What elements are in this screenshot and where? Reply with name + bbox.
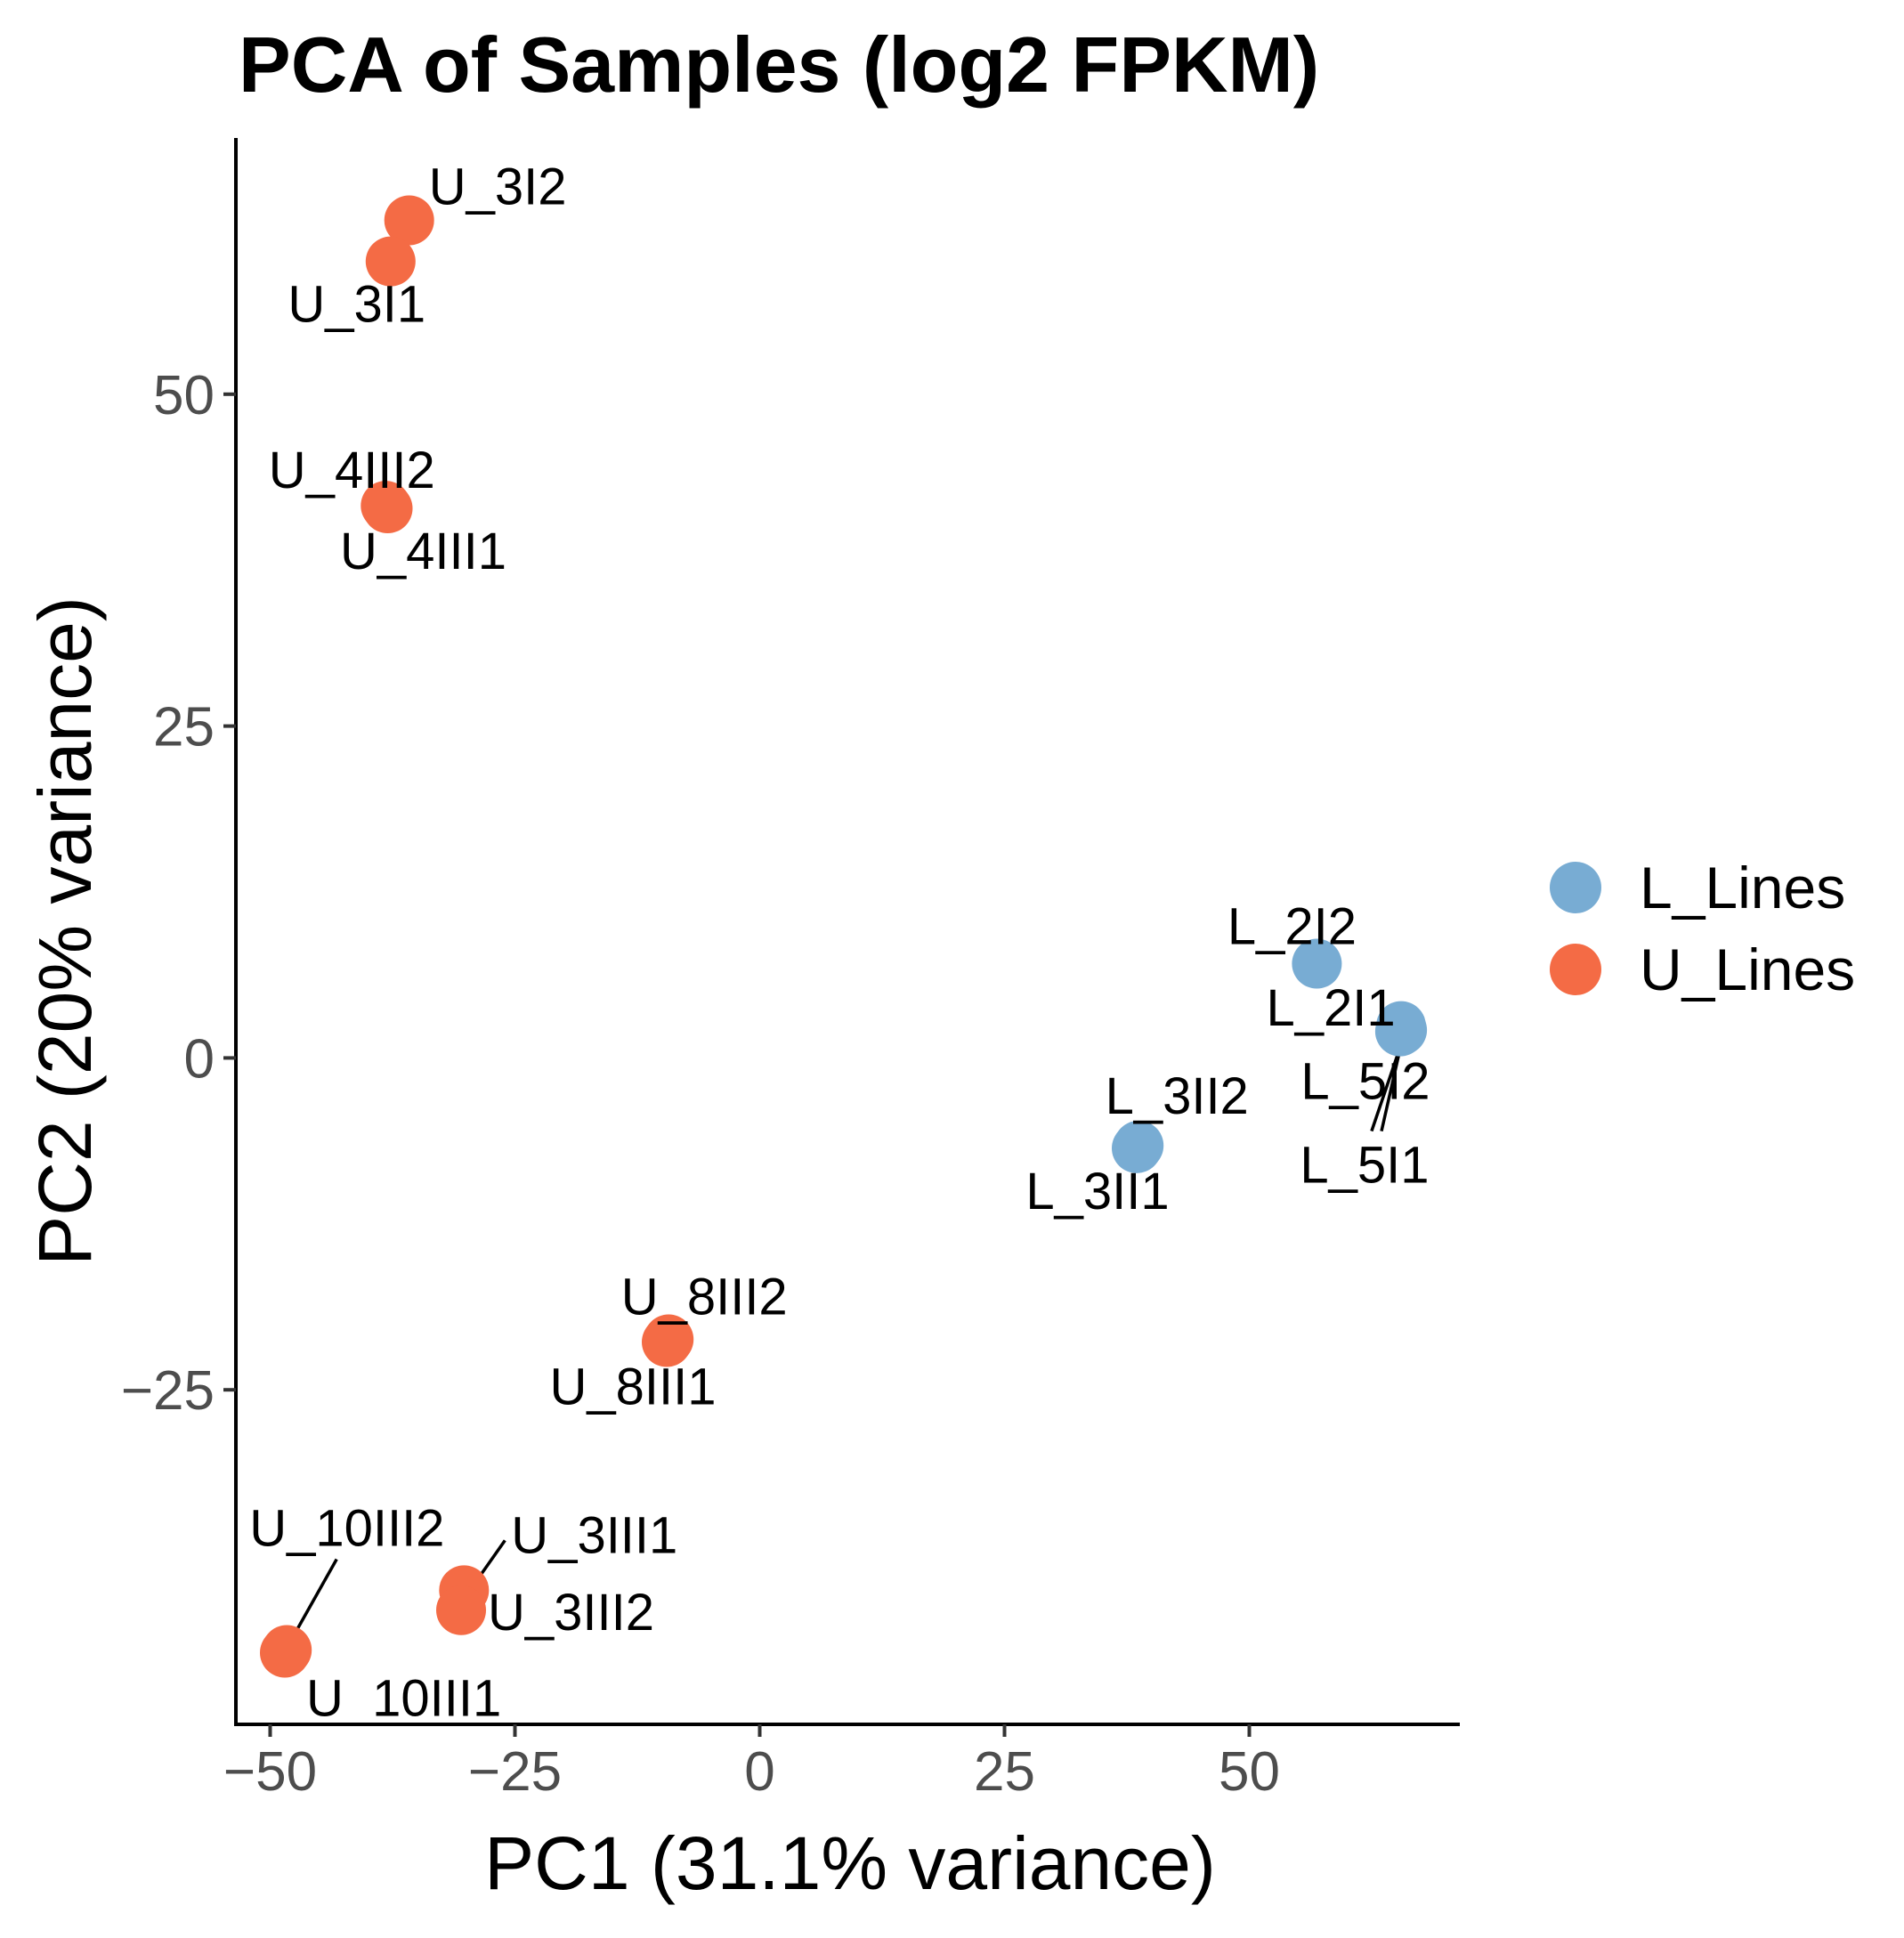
x-tick-label: 25 [974, 1741, 1035, 1803]
chart-title: PCA of Samples (log2 FPKM) [239, 20, 1319, 109]
points [260, 195, 1428, 1678]
y-tick-label: −25 [121, 1360, 215, 1422]
data-point-U_10III1 [260, 1627, 310, 1678]
point-label-L_5I2: L_5I2 [1300, 1053, 1430, 1111]
point-label-L_2I1: L_2I1 [1267, 979, 1396, 1037]
data-point-L_2I2 [1292, 938, 1342, 989]
legend: L_Lines U_Lines [1550, 855, 1855, 1002]
x-tick-label: 0 [744, 1741, 774, 1803]
data-point-U_4III1 [362, 483, 413, 534]
point-label-U_4III2: U_4III2 [269, 442, 435, 499]
y-tick-label: 50 [153, 365, 215, 426]
data-point-U_3I2 [384, 195, 434, 246]
data-point-L_3II1 [1112, 1123, 1162, 1173]
label-segment-L_5I1 [1370, 1042, 1404, 1132]
plot-area: L_2I2 L_2I1 L_5I2 L_5I1 L_3II2 L_3II1 U_3I2 U_3… [249, 158, 1430, 1727]
data-point-U_8III1 [642, 1317, 692, 1367]
point-label-L_3II1: L_3II1 [1025, 1163, 1169, 1220]
y-tick-label: 25 [153, 697, 215, 758]
y-tick-label: 0 [184, 1028, 215, 1090]
y-axis-title: PC2 (20% variance) [23, 596, 107, 1266]
x-tick-label: 50 [1219, 1741, 1280, 1803]
data-point-U_3III2 [436, 1585, 486, 1635]
data-point-L_5I1 [1374, 1006, 1425, 1057]
point-label-U_10III1: U_10III1 [306, 1669, 501, 1727]
label-segments [287, 1036, 1405, 1646]
point-label-L_2I2: L_2I2 [1227, 898, 1357, 956]
point-label-U_3III2: U_3III2 [488, 1584, 654, 1642]
point-label-U_4III1: U_4III1 [340, 523, 506, 580]
point-label-U_8III2: U_8III2 [621, 1269, 788, 1326]
point-label-U_3I2: U_3I2 [429, 158, 567, 215]
legend-label-U_Lines: U_Lines [1640, 937, 1855, 1002]
data-point-U_3I1 [365, 236, 416, 287]
point-label-L_3II2: L_3II2 [1106, 1067, 1249, 1125]
axis-ticks: −50 −25 0 25 50 −25 0 25 50 [121, 365, 1280, 1803]
legend-key-L_Lines [1550, 862, 1601, 913]
x-axis-title: PC1 (31.1% variance) [484, 1821, 1216, 1905]
point-label-U_10III2: U_10III2 [249, 1499, 444, 1557]
point-label-U_8III1: U_8III1 [550, 1358, 717, 1416]
x-tick-label: −50 [223, 1741, 317, 1803]
point-labels: L_2I2 L_2I1 L_5I2 L_5I1 L_3II2 L_3II1 U_3I2 U_3… [249, 158, 1430, 1727]
point-label-L_5I1: L_5I1 [1300, 1137, 1429, 1195]
point-label-U_3III1: U_3III1 [511, 1506, 677, 1564]
legend-label-L_Lines: L_Lines [1640, 855, 1845, 920]
point-label-U_3I1: U_3I1 [288, 276, 425, 334]
legend-key-U_Lines [1550, 944, 1601, 995]
x-tick-label: −25 [468, 1741, 562, 1803]
